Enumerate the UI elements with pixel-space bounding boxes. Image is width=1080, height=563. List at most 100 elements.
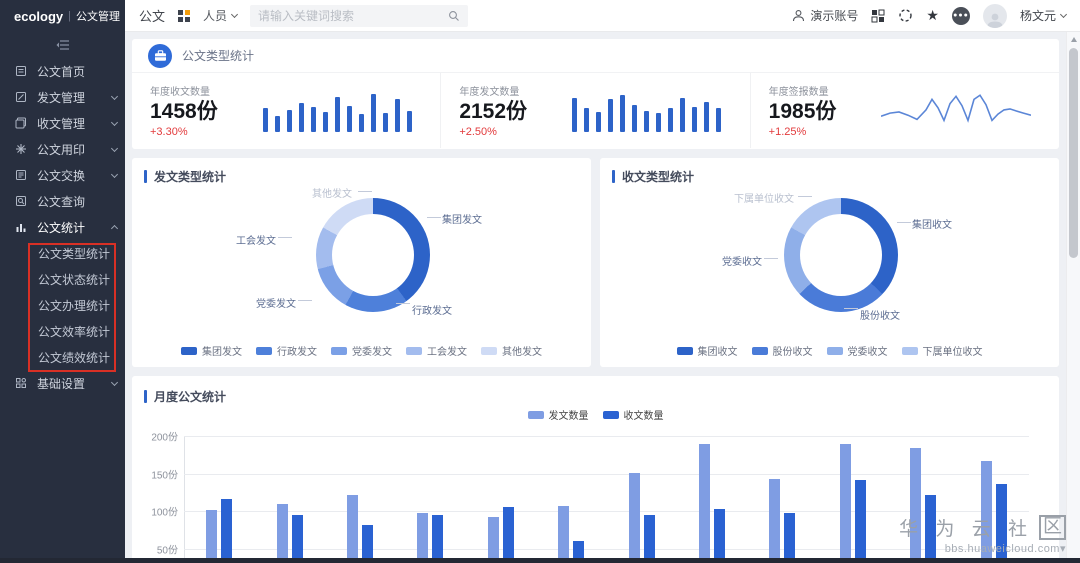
bar-group-12月	[980, 460, 1007, 563]
search-icon[interactable]	[448, 10, 460, 22]
bar-group-4月	[417, 512, 444, 563]
收文数量-bar[interactable]	[432, 514, 444, 563]
doc-home-icon	[14, 65, 28, 77]
spark-bar	[667, 108, 673, 132]
sidebar-subitem-status-stats[interactable]: 公文状态统计	[38, 272, 111, 287]
sidebar-item-doc-seal[interactable]: 公文用印	[0, 136, 125, 162]
sidebar-subitem-handling-stats[interactable]: 公文办理统计	[38, 298, 111, 313]
spark-bar	[322, 111, 328, 132]
main-region: 公文 人员 演示账号 ★ ●●●	[125, 0, 1080, 563]
legend-label: 下属单位收文	[922, 347, 983, 358]
收文数量-bar[interactable]	[362, 525, 374, 563]
stat-label: 年度发文数量	[459, 86, 520, 98]
发文数量-bar[interactable]	[839, 443, 851, 563]
发文数量-bar[interactable]	[558, 505, 570, 563]
workspace-grid-icon[interactable]	[871, 9, 885, 23]
tab-gongwen[interactable]: 公文	[139, 9, 166, 24]
sidebar-subitem-efficiency-stats[interactable]: 公文效率统计	[38, 324, 111, 339]
avatar[interactable]	[982, 3, 1007, 28]
outgoing-donut-chart[interactable]	[316, 198, 430, 312]
legend-item[interactable]: 党委发文	[331, 343, 392, 358]
sidebar-item-incoming-mgmt[interactable]: 收文管理	[0, 110, 125, 136]
demo-account-button[interactable]: 演示账号	[792, 7, 858, 24]
legend-item[interactable]: 股份收文	[751, 343, 813, 358]
legend-label: 党委发文	[352, 347, 392, 358]
sidebar-item-doc-exchange[interactable]: 公文交换	[0, 162, 125, 188]
spark-bar	[406, 110, 412, 132]
scrollbar-thumb[interactable]	[1069, 48, 1078, 258]
收文数量-bar[interactable]	[643, 514, 655, 563]
收文数量-bar[interactable]	[995, 484, 1007, 563]
vertical-scrollbar[interactable]	[1066, 32, 1080, 563]
sync-refresh-icon[interactable]	[898, 8, 913, 23]
收文数量-bar[interactable]	[784, 513, 796, 563]
app-grid-icon[interactable]	[178, 9, 191, 22]
legend-item[interactable]: 党委收文	[826, 343, 888, 358]
page-title: 公文类型统计	[182, 49, 255, 63]
legend-item[interactable]: 下属单位收文	[901, 343, 983, 358]
favorites-star-icon[interactable]: ★	[926, 7, 939, 23]
legend-label: 行政发文	[277, 347, 317, 358]
monthly-legend: 发文数量 收文数量	[144, 407, 1047, 422]
收文数量-bar[interactable]	[221, 499, 233, 563]
chevron-up-icon	[110, 224, 119, 233]
legend-item[interactable]: 集团收文	[676, 343, 738, 358]
收文数量-bar[interactable]	[573, 541, 585, 563]
scrollbar-up-arrow[interactable]	[1071, 37, 1077, 42]
收文数量-bar[interactable]	[502, 507, 514, 563]
bar-group-9月	[769, 478, 796, 563]
sidebar-subitem-type-stats[interactable]: 公文类型统计	[38, 246, 111, 261]
发文数量-bar[interactable]	[206, 509, 218, 563]
legend-item[interactable]: 收文数量	[602, 407, 664, 422]
settings-grid-icon	[14, 377, 28, 389]
incoming-sparkline[interactable]	[252, 90, 422, 132]
search-input[interactable]	[258, 8, 443, 23]
发文数量-bar[interactable]	[699, 443, 711, 563]
sidebar-subitem-performance-stats[interactable]: 公文绩效统计	[38, 350, 111, 365]
收文数量-bar[interactable]	[291, 514, 303, 563]
edit-icon	[14, 91, 28, 103]
global-search-box[interactable]	[250, 4, 469, 27]
legend-item[interactable]: 工会发文	[406, 343, 467, 358]
发文数量-bar[interactable]	[980, 460, 992, 563]
发文数量-bar[interactable]	[347, 495, 359, 563]
sidebar-item-doc-query[interactable]: 公文查询	[0, 188, 125, 214]
发文数量-bar[interactable]	[910, 448, 922, 563]
incoming-donut-chart[interactable]	[784, 198, 898, 312]
legend-item[interactable]: 其他发文	[481, 343, 542, 358]
sidebar-item-outgoing-mgmt[interactable]: 发文管理	[0, 84, 125, 110]
收文数量-bar[interactable]	[854, 480, 866, 563]
donut-label: 下属单位收文	[734, 194, 794, 205]
sidebar-item-doc-statistics[interactable]: 公文统计	[0, 214, 125, 240]
legend-item[interactable]: 发文数量	[527, 407, 589, 422]
chevron-down-icon	[110, 144, 119, 152]
sidebar-collapse-icon[interactable]	[56, 40, 70, 50]
发文数量-bar[interactable]	[769, 478, 781, 563]
search-category-dropdown[interactable]: 人员	[203, 7, 239, 24]
legend-item[interactable]: 集团发文	[181, 343, 242, 358]
chevron-down-icon	[110, 170, 119, 178]
发文数量-bar[interactable]	[487, 517, 499, 563]
brand-logo-row: ecology | 公文管理	[0, 0, 125, 32]
user-menu[interactable]: 杨文元	[1020, 7, 1068, 24]
spark-bar	[607, 98, 613, 132]
发文数量-bar[interactable]	[417, 512, 429, 563]
more-options-icon[interactable]: ●●●	[951, 6, 970, 25]
收文数量-bar[interactable]	[714, 508, 726, 563]
发文数量-bar[interactable]	[276, 503, 288, 563]
stat-annual-incoming: 年度收文数量 1458份 +3.30%	[132, 73, 440, 148]
spark-bar	[346, 106, 352, 132]
demo-account-label: 演示账号	[810, 9, 859, 23]
chevron-down-icon	[1059, 10, 1068, 19]
发文数量-bar[interactable]	[628, 472, 640, 563]
legend-label: 股份收文	[772, 347, 813, 358]
legend-item[interactable]: 行政发文	[256, 343, 317, 358]
收文数量-bar[interactable]	[925, 494, 937, 563]
signoff-sparkline[interactable]	[871, 89, 1041, 133]
sidebar-item-basic-settings[interactable]: 基础设置	[0, 370, 125, 396]
outgoing-sparkline[interactable]	[561, 90, 731, 132]
sidebar-item-doc-home[interactable]: 公文首页	[0, 58, 125, 84]
legend-swatch	[481, 346, 497, 355]
y-axis-line	[184, 436, 185, 563]
bar-group-10月	[839, 443, 866, 563]
